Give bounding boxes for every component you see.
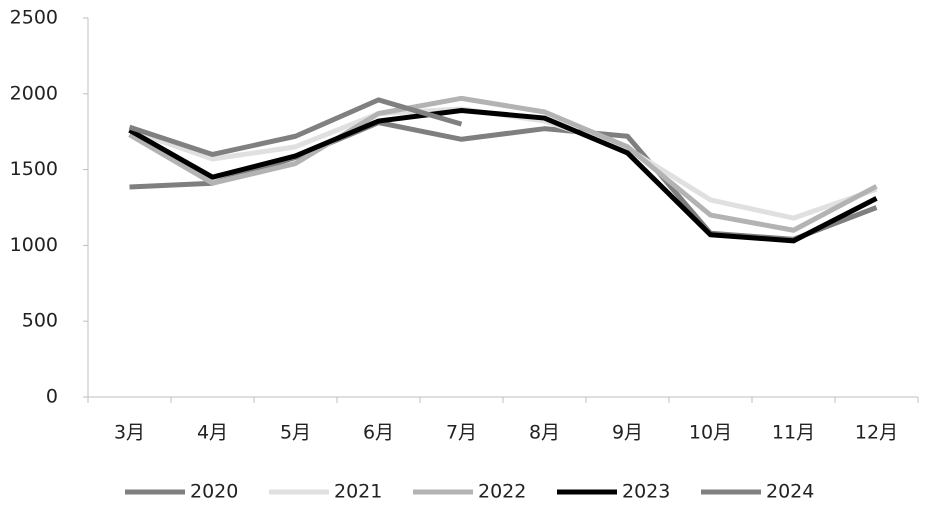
x-tick-label: 5月 [280, 422, 311, 444]
y-tick-label: 2000 [10, 82, 58, 104]
x-tick-label: 11月 [772, 422, 815, 444]
legend-label: 2021 [334, 481, 382, 503]
legend-label: 2024 [766, 481, 814, 503]
y-tick-label: 500 [22, 310, 58, 332]
y-tick-label: 0 [46, 386, 58, 408]
series-line [128, 95, 878, 233]
x-tick-label: 4月 [197, 422, 228, 444]
x-tick-label: 3月 [114, 422, 145, 444]
series-line [128, 97, 463, 157]
x-tick-label: 10月 [689, 422, 732, 444]
y-tick-label: 1000 [10, 234, 58, 256]
y-tick-label: 2500 [10, 7, 58, 29]
series-line [128, 106, 878, 221]
series-line [128, 107, 878, 244]
x-tick-label: 7月 [446, 422, 477, 444]
x-tick-label: 12月 [855, 422, 898, 444]
x-tick-label: 8月 [529, 422, 560, 444]
legend-label: 2023 [622, 481, 670, 503]
x-tick-label: 9月 [612, 422, 643, 444]
x-tick-label: 6月 [363, 422, 394, 444]
series-line [129, 120, 878, 242]
legend-label: 2022 [478, 481, 526, 503]
y-tick-label: 1500 [10, 158, 58, 180]
legend-label: 2020 [190, 481, 238, 503]
